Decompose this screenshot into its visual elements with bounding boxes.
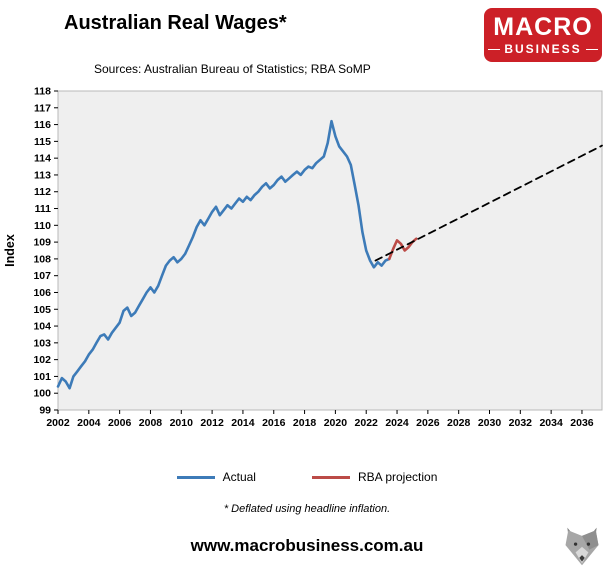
- y-tick-label: 103: [33, 337, 51, 349]
- y-tick-label: 106: [33, 287, 51, 299]
- legend-label-actual: Actual: [222, 470, 256, 484]
- logo-text-business: BUSINESS: [488, 43, 597, 55]
- y-tick-label: 113: [34, 169, 51, 181]
- wages-line-chart: 99 100 101 102 103 104 105 106 107 108 109 110 111 11…: [3, 86, 603, 429]
- y-tick-label: 116: [34, 119, 51, 131]
- y-tick-label: 100: [33, 388, 51, 400]
- y-tick-label: 110: [34, 220, 51, 232]
- chart-legend: Actual RBA projection: [0, 470, 614, 484]
- y-tick-label: 117: [34, 102, 51, 114]
- wolf-logo-icon: [560, 524, 604, 571]
- y-tick-label: 109: [33, 237, 51, 249]
- chart-area: 99 100 101 102 103 104 105 106 107 108 109 110 111 11…: [0, 86, 614, 438]
- x-tick-label: 2016: [262, 417, 286, 429]
- y-tick-label: 115: [34, 136, 51, 148]
- x-tick-label: 2020: [324, 417, 348, 429]
- legend-label-projection: RBA projection: [357, 470, 438, 484]
- x-tick-label: 2028: [447, 417, 471, 429]
- y-tick-label: 114: [34, 153, 51, 165]
- series-trend: [374, 144, 603, 262]
- y-tick-label: 112: [34, 186, 51, 198]
- series-actual: [56, 119, 391, 390]
- x-tick-label: 2032: [509, 417, 533, 429]
- x-tick-label: 2012: [200, 417, 224, 429]
- projection-line-swatch: [311, 475, 350, 479]
- x-tick-label: 2002: [46, 417, 70, 429]
- chart-footnote: * Deflated using headline inflation.: [223, 503, 391, 515]
- footer: www.macrobusiness.com.au: [0, 522, 614, 571]
- macrobusiness-logo: MACRO BUSINESS: [484, 8, 602, 62]
- logo-text-macro: MACRO: [493, 13, 593, 41]
- y-tick-label: 104: [33, 321, 51, 333]
- y-tick-label: 108: [33, 253, 51, 265]
- x-tick-label: 2026: [416, 417, 440, 429]
- x-tick-label: 2004: [77, 417, 101, 429]
- y-tick-label: 102: [33, 354, 51, 366]
- x-tick-label: 2008: [139, 417, 163, 429]
- y-tick-label: 101: [33, 371, 51, 383]
- x-tick-label: 2036: [570, 417, 594, 429]
- x-tick-label: 2010: [170, 417, 194, 429]
- x-tick-label: 2022: [355, 417, 379, 429]
- legend-item-actual: Actual: [176, 470, 256, 484]
- x-tick-label: 2014: [231, 417, 255, 429]
- actual-line-swatch: [176, 475, 215, 479]
- y-tick-label: 105: [33, 304, 51, 316]
- x-tick-label: 2018: [293, 417, 317, 429]
- x-tick-label: 2006: [108, 417, 132, 429]
- website-url: www.macrobusiness.com.au: [190, 536, 424, 555]
- x-tick-label: 2024: [385, 417, 409, 429]
- y-tick-label: 107: [33, 270, 51, 282]
- chart-subtitle: Sources: Australian Bureau of Statistics…: [94, 62, 371, 76]
- legend-item-projection: RBA projection: [311, 470, 438, 484]
- x-tick-label: 2034: [539, 417, 563, 429]
- plot-background: [57, 90, 603, 411]
- x-tick-label: 2030: [478, 417, 502, 429]
- page-title: Australian Real Wages*: [64, 12, 287, 34]
- y-tick-label: 111: [35, 203, 52, 215]
- y-tick-label: 118: [34, 86, 51, 98]
- y-axis-label: Index: [3, 234, 17, 267]
- y-tick-label: 99: [39, 405, 51, 417]
